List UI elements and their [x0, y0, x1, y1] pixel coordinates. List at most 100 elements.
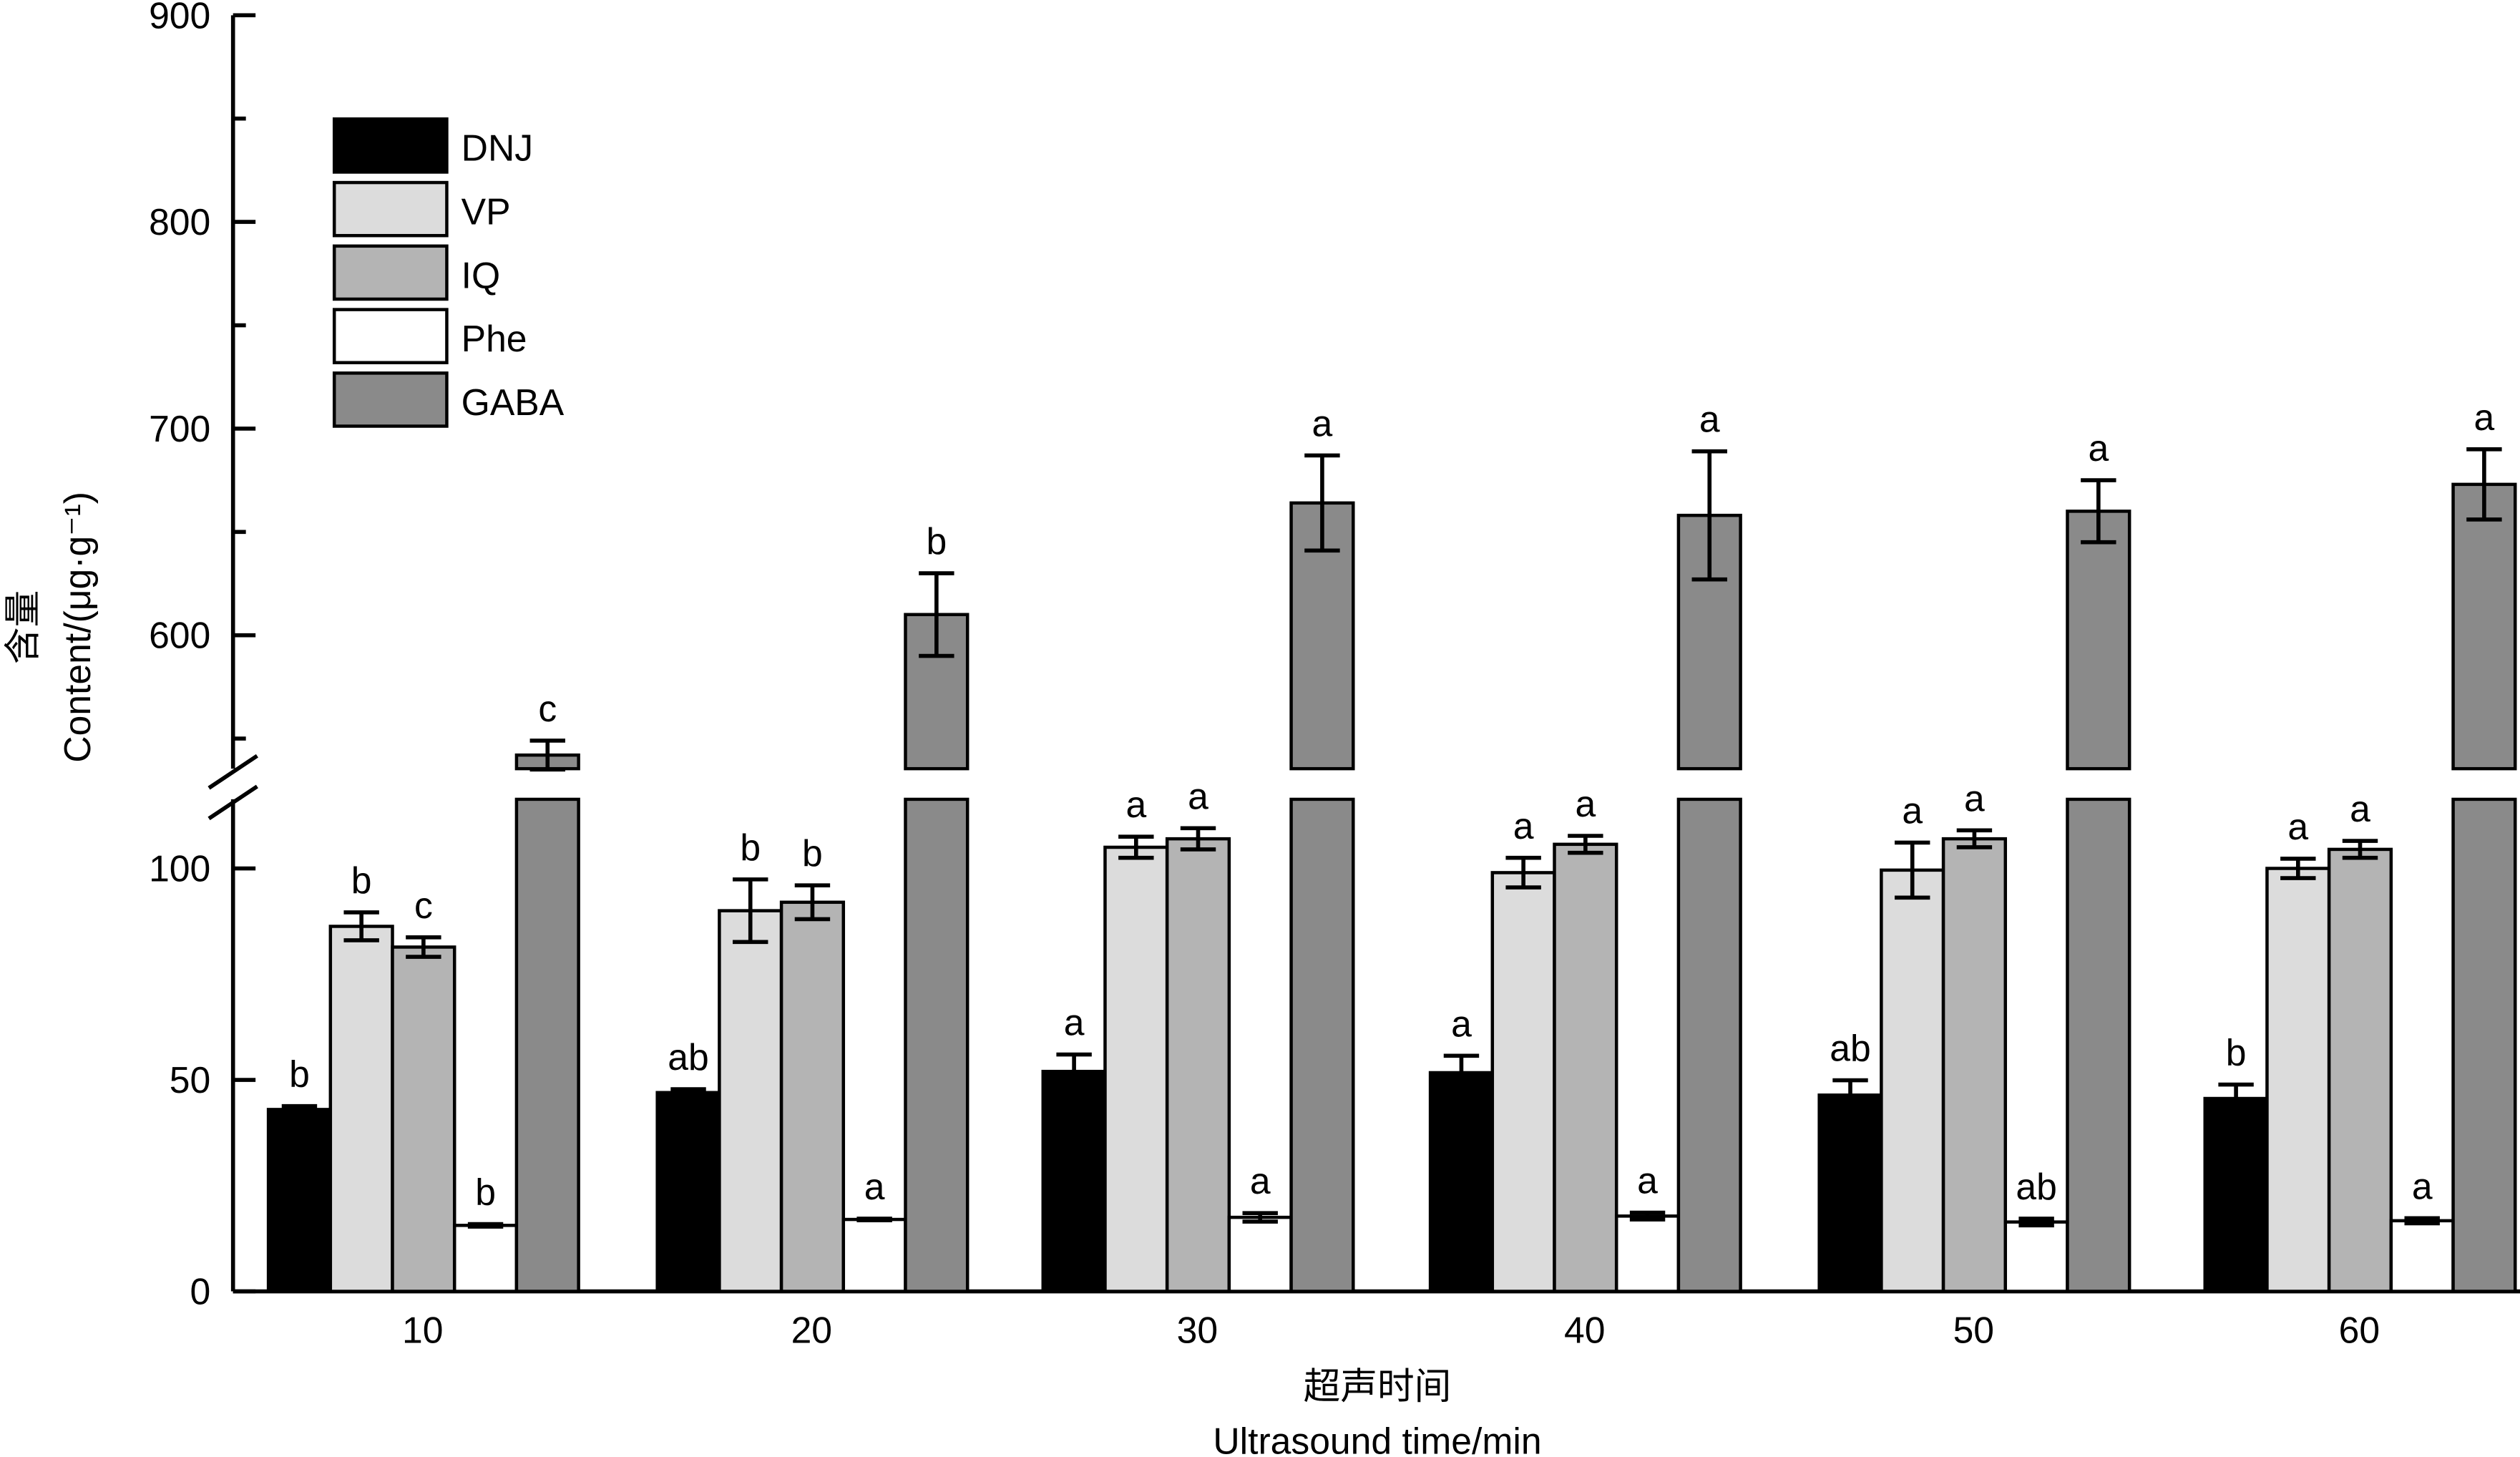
bar-break-gap [512, 770, 584, 798]
bar-dnj: ab [655, 1036, 721, 1293]
bar-phe: a [2389, 1165, 2455, 1293]
legend: DNJ VP IQ Phe GABA [332, 117, 565, 428]
significance-letter: a [2350, 788, 2370, 829]
bar-vp: a [1880, 789, 1945, 1293]
bar [841, 1217, 907, 1293]
x-tick-label: 50 [1953, 1309, 1994, 1350]
bar [1490, 871, 1556, 1293]
significance-letter: a [1125, 784, 1146, 825]
bar-phe: a [841, 1166, 907, 1293]
bar-break-gap [1674, 770, 1746, 798]
y-tick-label: 50 [170, 1059, 210, 1101]
significance-letter: ab [2016, 1166, 2056, 1207]
x-tick-label: 40 [1564, 1309, 1605, 1350]
significance-letter: a [864, 1166, 885, 1207]
y-axis-label-cn: 含量 [1, 590, 43, 664]
significance-letter: c [414, 885, 433, 926]
y-tick-label: 600 [149, 615, 210, 656]
legend-label-gaba: GABA [461, 381, 565, 423]
bar [1289, 797, 1355, 1293]
bar [2389, 1219, 2455, 1293]
bar [2203, 1096, 2269, 1293]
bar-dnj: a [1428, 1003, 1495, 1293]
bar-dnj: a [1041, 1002, 1107, 1293]
bar [1880, 868, 1945, 1293]
significance-letter: a [2287, 806, 2308, 847]
bar [2265, 867, 2331, 1293]
x-axis-label-cn: 超声时间 [1304, 1365, 1452, 1407]
legend-swatch-dnj [332, 117, 449, 174]
legend-swatch-vp [332, 180, 449, 238]
legend-swatch-iq [332, 244, 449, 301]
significance-letter: a [1451, 1003, 1472, 1044]
bar [655, 1091, 721, 1293]
significance-letter: a [1575, 783, 1596, 824]
bar-gaba: a [2062, 427, 2134, 1293]
bar [1676, 797, 1742, 1293]
significance-letter: a [1964, 777, 1985, 819]
legend-label-vp: VP [461, 190, 511, 232]
bar-break-gap [1286, 770, 1359, 798]
bar [266, 1108, 333, 1293]
bar-dnj: b [266, 1053, 333, 1293]
bar-dnj: ab [1817, 1028, 1883, 1293]
significance-letter: a [2412, 1165, 2433, 1207]
bar [1428, 1071, 1495, 1293]
significance-letter: a [1250, 1160, 1271, 1202]
bar [1941, 837, 2008, 1293]
bar [1614, 1214, 1681, 1293]
x-axis-label: Ultrasound time/min [1213, 1420, 1541, 1457]
significance-letter: a [1513, 805, 1534, 847]
y-tick-label: 0 [190, 1271, 211, 1312]
bar-iq: a [2327, 788, 2393, 1293]
bar [904, 797, 970, 1293]
bar-vp: b [718, 827, 783, 1293]
bar [514, 797, 580, 1293]
significance-letter: b [740, 827, 761, 868]
bar-phe: a [1614, 1160, 1681, 1293]
bar-phe: a [1227, 1160, 1293, 1293]
bar-vp: a [2265, 806, 2331, 1293]
bar [779, 900, 846, 1293]
y-tick-label: 900 [149, 0, 210, 36]
bar-vp: a [1490, 805, 1556, 1293]
bar [2327, 847, 2393, 1293]
bar-iq: a [1553, 783, 1618, 1293]
y-tick-label: 700 [149, 408, 210, 449]
bar-break-gap [2448, 770, 2520, 798]
axes: 0 50 100 600 700 800 900 10 20 30 40 50 60 [149, 0, 2520, 1350]
y-tick-label: 100 [149, 847, 210, 889]
bar-break-gap [900, 770, 972, 798]
x-tick-label: 30 [1177, 1309, 1218, 1350]
significance-letter: a [1312, 402, 1333, 444]
significance-letter: a [2088, 427, 2109, 469]
y-axis-label: Content/(μg·g⁻¹) [57, 492, 98, 763]
significance-letter: a [1637, 1160, 1658, 1202]
significance-letter: b [475, 1171, 496, 1213]
bar-vp: b [328, 859, 394, 1293]
bar [2066, 510, 2131, 771]
bar [1227, 1215, 1293, 1293]
significance-letter: a [1064, 1002, 1085, 1043]
bar [2451, 482, 2517, 771]
bar [2066, 797, 2131, 1293]
legend-label-phe: Phe [461, 318, 527, 359]
bar [391, 945, 456, 1293]
significance-letter: a [2474, 396, 2495, 438]
axis-break-mark [207, 754, 258, 790]
legend-swatch-gaba [332, 371, 449, 428]
significance-letter: ab [668, 1036, 708, 1078]
bar [718, 909, 783, 1293]
significance-letter: a [1188, 775, 1208, 817]
significance-letter: b [351, 859, 372, 901]
bar [1165, 837, 1231, 1293]
bar-iq: c [391, 885, 456, 1293]
significance-letter: b [2226, 1032, 2247, 1073]
significance-letter: a [1699, 399, 1720, 440]
bar-dnj: b [2203, 1032, 2269, 1293]
bar-iq: b [779, 832, 846, 1293]
bar-gaba: b [900, 520, 972, 1293]
significance-letter: c [538, 688, 557, 729]
